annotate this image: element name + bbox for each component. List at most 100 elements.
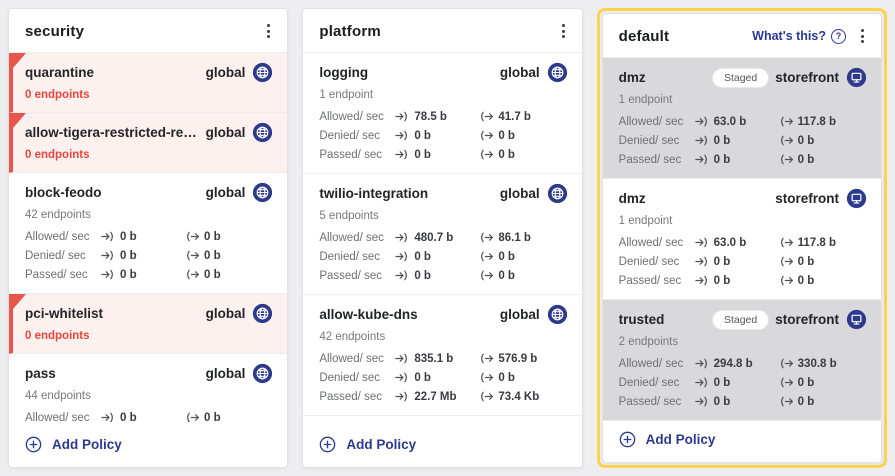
metric-label: Denied/ sec <box>618 376 680 389</box>
inbound-arrow-icon <box>395 353 408 364</box>
scope-label: storefront <box>775 191 839 206</box>
outbound-arrow-icon <box>481 270 494 281</box>
metric-row: Passed/ sec 0 b 0 b <box>619 271 867 290</box>
policy-card[interactable]: quarantine global 0 endpoints <box>9 53 288 113</box>
metric-row: Passed/ sec 0 b 0 b <box>25 265 273 284</box>
inbound-value: 78.5 b <box>414 110 447 123</box>
outbound-arrow-icon <box>780 396 793 407</box>
metrics-list: Allowed/ sec 294.8 b 330.8 b Denied/ sec <box>619 354 867 411</box>
metric-label: Allowed/ sec <box>618 357 684 370</box>
column-body: quarantine global 0 endpoints allow-tig <box>9 53 288 426</box>
globe-icon <box>252 62 273 83</box>
outbound-arrow-icon <box>780 116 793 127</box>
inbound-value: 0 b <box>414 250 431 263</box>
circled-question-icon: ? <box>830 28 846 44</box>
column-footer: Add Policy <box>303 426 581 467</box>
inbound-arrow-icon <box>395 149 408 160</box>
metric-label: Passed/ sec <box>319 269 382 282</box>
outbound-arrow-icon <box>481 391 494 402</box>
globe-icon <box>547 183 568 204</box>
metric-row: Denied/ sec 0 b 0 b <box>319 126 567 145</box>
inbound-arrow-icon <box>101 412 113 423</box>
endpoint-count: 2 endpoints <box>618 336 679 348</box>
outbound-value: 0 b <box>498 129 515 142</box>
metrics-list: Allowed/ sec 480.7 b 86.1 b Denied/ sec <box>319 228 567 285</box>
outbound-arrow-icon <box>187 250 199 261</box>
endpoint-count: 0 endpoints <box>25 89 90 101</box>
inbound-value: 0 b <box>713 255 731 268</box>
circled-plus-icon <box>320 436 336 453</box>
outbound-value: 0 b <box>498 269 515 282</box>
metric-row: Allowed/ sec 63.0 b 117.8 b <box>619 233 867 252</box>
inbound-value: 63.0 b <box>713 115 747 128</box>
kebab-menu-icon[interactable] <box>262 21 275 41</box>
inbound-value: 0 b <box>713 153 731 166</box>
outbound-value: 0 b <box>797 134 815 147</box>
whats-this-link[interactable]: What's this? ? <box>752 28 846 44</box>
outbound-value: 0 b <box>797 376 815 389</box>
policy-card[interactable]: logging global 1 endpoint Allowed/ sec <box>303 53 582 174</box>
policy-card[interactable]: dmz storefront 1 endpoint Allowed/ sec 6 <box>602 179 881 300</box>
policy-name: trusted <box>618 312 665 327</box>
policy-name: allow-kube-dns <box>319 307 418 322</box>
metrics-list: Allowed/ sec 0 b 0 b Denied/ sec <box>25 408 273 426</box>
outbound-value: 0 b <box>797 255 815 268</box>
column-default: default What's this? ? dmz Staged storef… <box>596 8 887 468</box>
column-title: platform <box>319 22 381 40</box>
alert-corner-flag <box>13 53 26 68</box>
inbound-arrow-icon <box>694 116 707 127</box>
scope-label: global <box>499 186 540 201</box>
inbound-value: 0 b <box>713 395 731 408</box>
add-policy-button[interactable]: Add Policy <box>25 436 122 453</box>
circled-plus-icon <box>25 436 42 453</box>
kebab-menu-icon[interactable] <box>856 26 869 46</box>
inbound-arrow-icon <box>395 372 408 383</box>
metric-label: Allowed/ sec <box>319 231 384 244</box>
inbound-value: 0 b <box>414 148 431 161</box>
endpoint-count: 44 endpoints <box>25 390 91 402</box>
staged-badge: Staged <box>712 68 769 87</box>
outbound-value: 0 b <box>498 371 515 384</box>
policy-card[interactable]: trusted Staged storefront 2 endpoints Al… <box>602 300 881 421</box>
metric-row: Passed/ sec 0 b 0 b <box>319 266 567 285</box>
outbound-arrow-icon <box>481 372 494 383</box>
outbound-arrow-icon <box>780 256 793 267</box>
outbound-arrow-icon <box>481 130 494 141</box>
outbound-arrow-icon <box>187 231 199 242</box>
endpoint-count: 5 endpoints <box>319 210 379 222</box>
inbound-arrow-icon <box>694 237 707 248</box>
policy-name: quarantine <box>25 65 95 80</box>
alert-corner-flag <box>13 294 26 309</box>
metric-label: Denied/ sec <box>319 371 381 384</box>
metric-row: Passed/ sec 22.7 Mb 73.4 Kb <box>319 387 567 406</box>
policy-card[interactable]: twilio-integration global 5 endpoints Al… <box>303 174 582 295</box>
policy-card[interactable]: pci-whitelist global 0 endpoints <box>9 294 288 354</box>
outbound-value: 0 b <box>498 148 515 161</box>
inbound-arrow-icon <box>694 377 707 388</box>
outbound-arrow-icon <box>481 232 494 243</box>
kebab-menu-icon[interactable] <box>557 21 570 41</box>
policy-card[interactable]: allow-tigera-restricted-resources global… <box>9 113 288 173</box>
policy-card[interactable]: dmz Staged storefront 1 endpoint Allowed… <box>602 58 881 179</box>
policy-card[interactable]: pass global 44 endpoints Allowed/ sec <box>9 354 288 426</box>
metric-row: Allowed/ sec 63.0 b 117.8 b <box>619 112 867 131</box>
column-header: platform <box>303 9 582 53</box>
add-policy-button[interactable]: Add Policy <box>619 431 715 448</box>
endpoint-count: 0 endpoints <box>25 149 90 161</box>
inbound-value: 22.7 Mb <box>414 390 457 403</box>
globe-icon <box>547 62 568 83</box>
outbound-value: 330.8 b <box>797 357 837 370</box>
policy-card[interactable]: allow-kube-dns global 42 endpoints Allow… <box>303 295 582 416</box>
inbound-arrow-icon <box>395 111 408 122</box>
inbound-arrow-icon <box>694 135 707 146</box>
metrics-list: Allowed/ sec 0 b 0 b Denied/ sec <box>25 227 273 284</box>
outbound-value: 0 b <box>797 274 815 287</box>
inbound-arrow-icon <box>694 154 707 165</box>
add-policy-button[interactable]: Add Policy <box>319 436 416 453</box>
inbound-value: 0 b <box>120 411 137 424</box>
metric-label: Allowed/ sec <box>618 115 684 128</box>
scope-label: global <box>205 125 246 140</box>
metric-label: Passed/ sec <box>319 148 382 161</box>
metric-row: Allowed/ sec 78.5 b 41.7 b <box>319 107 567 126</box>
policy-card[interactable]: block-feodo global 42 endpoints Allowed/… <box>9 173 288 294</box>
